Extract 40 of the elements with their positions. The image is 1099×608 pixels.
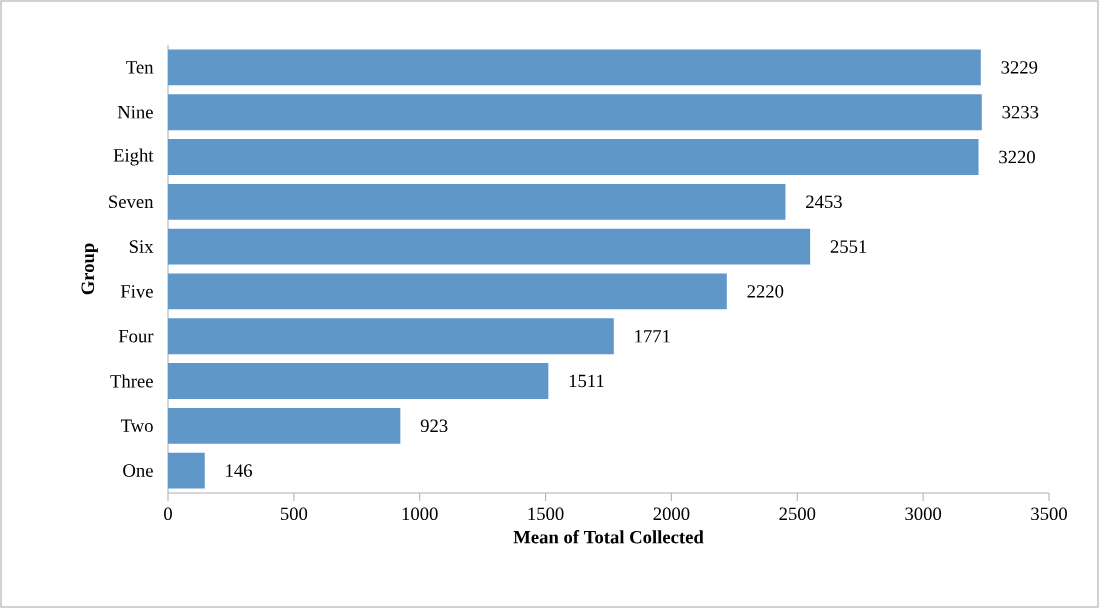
- x-tick-label: 0: [164, 507, 172, 521]
- data-label: 923: [420, 419, 448, 433]
- y-tick-label: Five: [120, 285, 153, 298]
- x-tick-label: 3000: [905, 507, 942, 521]
- bar: [168, 318, 614, 355]
- y-axis-title: Group: [81, 243, 98, 295]
- y-tick-label: Two: [120, 419, 153, 433]
- x-axis-title: Mean of Total Collected: [513, 530, 704, 544]
- data-label: 2453: [806, 195, 842, 209]
- y-tick-label: Ten: [126, 61, 154, 74]
- x-tick-label: 500: [280, 507, 308, 521]
- bar: [168, 363, 549, 399]
- data-label: 2220: [747, 285, 784, 298]
- y-tick-label: Nine: [117, 105, 153, 119]
- y-tick-label: Six: [129, 240, 154, 253]
- bar: [168, 228, 811, 265]
- y-tick-label: Seven: [109, 195, 154, 209]
- bar: [168, 407, 401, 444]
- bar: [168, 94, 982, 131]
- data-label: 3220: [999, 150, 1035, 164]
- data-label: 1771: [635, 330, 670, 343]
- data-label: 3233: [1002, 105, 1039, 119]
- data-label: 1511: [569, 374, 604, 388]
- x-tick-label: 1500: [528, 507, 564, 521]
- bar: [168, 183, 786, 220]
- x-tick-label: 2000: [653, 507, 690, 521]
- bar: [168, 273, 727, 310]
- data-label: 3229: [1001, 61, 1038, 74]
- y-tick-label: One: [123, 464, 153, 477]
- y-tick-label: Four: [118, 329, 154, 343]
- bar: [168, 139, 979, 175]
- y-tick-label: Three: [110, 374, 153, 388]
- x-tick-label: 3500: [1031, 507, 1067, 521]
- data-label: 146: [226, 464, 253, 477]
- x-tick-label: 2500: [779, 507, 816, 521]
- x-tick-label: 1000: [402, 507, 438, 521]
- bar: [168, 452, 205, 489]
- bar: [168, 49, 981, 86]
- y-tick-label: Eight: [113, 148, 154, 166]
- data-label: 2551: [830, 240, 867, 253]
